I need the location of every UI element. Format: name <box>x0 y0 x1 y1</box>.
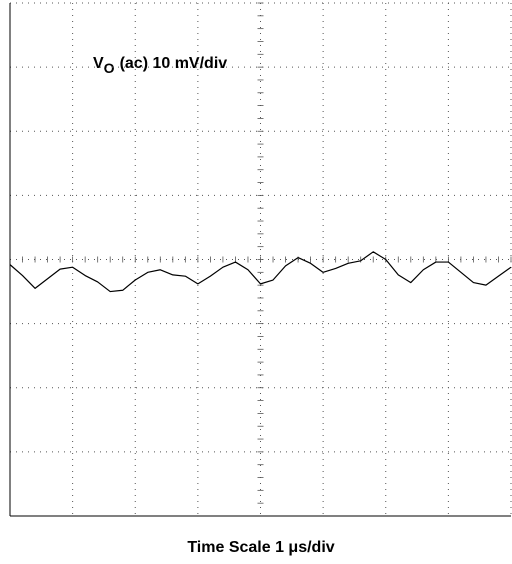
title-symbol: V <box>93 55 104 72</box>
title-text: (ac) 10 mV/div <box>120 55 228 72</box>
trace <box>9 251 512 293</box>
x-axis-label: Time Scale 1 μs/div <box>187 539 334 556</box>
chart-title: VO (ac) 10 mV/div <box>93 55 227 76</box>
title-subscript: O <box>104 60 115 76</box>
